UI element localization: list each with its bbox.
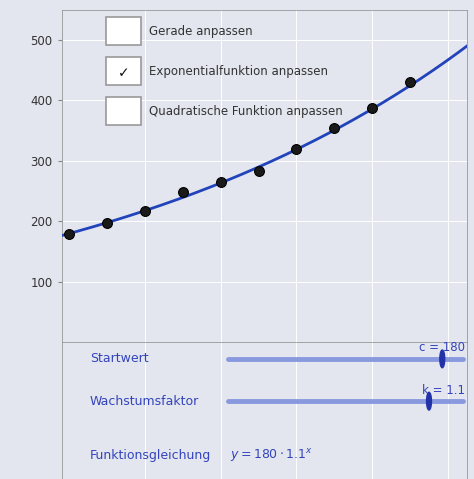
Point [292,145,300,153]
Point [368,104,376,112]
Point [141,207,149,215]
Circle shape [427,392,431,410]
FancyBboxPatch shape [106,17,141,46]
Text: c = 180: c = 180 [419,342,465,354]
Text: Gerade anpassen: Gerade anpassen [149,25,252,38]
Text: Funktionsgleichung: Funktionsgleichung [90,449,211,462]
Circle shape [440,350,445,368]
Text: Quadratische Funktion anpassen: Quadratische Funktion anpassen [149,104,343,118]
Point [217,178,225,186]
Point [65,230,73,238]
Point [179,189,187,196]
Point [406,79,414,86]
Text: k = 1.1: k = 1.1 [422,384,465,397]
FancyBboxPatch shape [106,57,141,85]
Point [103,219,111,227]
Text: Exponentialfunktion anpassen: Exponentialfunktion anpassen [149,65,328,78]
Text: ✓: ✓ [118,66,129,80]
Text: $y = 180 \cdot 1.1^x$: $y = 180 \cdot 1.1^x$ [230,447,313,464]
Point [330,124,338,131]
FancyBboxPatch shape [106,97,141,125]
Text: Wachstumsfaktor: Wachstumsfaktor [90,395,199,408]
Point [255,167,263,175]
Text: Startwert: Startwert [90,353,149,365]
